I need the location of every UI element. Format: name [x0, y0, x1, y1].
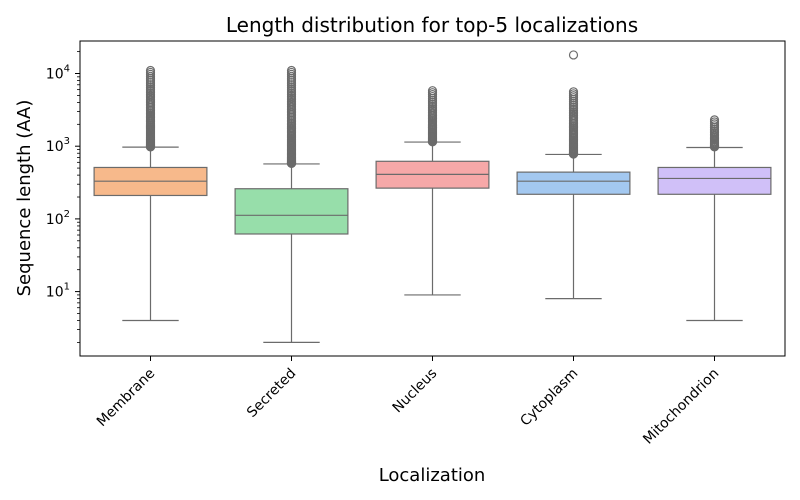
x-tick-label: Cytoplasm [517, 366, 581, 430]
x-axis: Membrane Secreted Nucleus Cytoplasm Mitochon… [94, 356, 722, 448]
box-mitochondrion [657, 115, 772, 322]
outlier-point [286, 65, 297, 76]
x-tick-label: Mitochondrion [640, 366, 722, 448]
y-tick-label: 103 [46, 136, 70, 155]
outlier-point [568, 87, 579, 97]
y-tick-label: 102 [46, 209, 70, 228]
box-nucleus [375, 86, 490, 296]
box-iqr [516, 171, 631, 195]
plot-area [93, 50, 772, 343]
x-tick-label: Membrane [94, 366, 158, 430]
outlier-point [709, 115, 720, 125]
x-axis-label: Localization [379, 465, 486, 486]
outlier-point [145, 65, 156, 76]
box-secreted [234, 65, 349, 343]
y-tick-label: 101 [46, 282, 70, 301]
x-tick-label: Nucleus [390, 366, 441, 417]
box-iqr [657, 166, 772, 195]
y-tick-label: 104 [46, 64, 70, 83]
x-tick-label: Secreted [244, 366, 299, 421]
box-cytoplasm [516, 50, 631, 300]
outlier-point [568, 50, 579, 60]
y-axis: 101 102 103 104 [46, 51, 80, 343]
outlier-point [427, 86, 438, 96]
box-iqr [234, 188, 349, 235]
box-membrane [93, 65, 208, 322]
y-axis-label: Sequence length (AA) [14, 100, 35, 297]
chart-title: Length distribution for top-5 localizati… [226, 13, 638, 37]
